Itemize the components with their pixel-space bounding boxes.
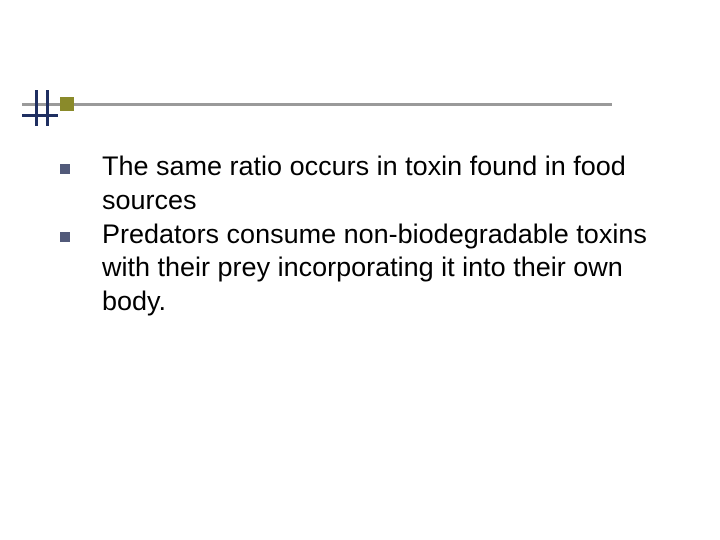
bullet-square-icon — [60, 164, 70, 174]
bullet-item: Predators consume non-biodegradable toxi… — [60, 218, 660, 319]
slide-body: The same ratio occurs in toxin found in … — [60, 150, 660, 319]
bullet-text: The same ratio occurs in toxin found in … — [102, 150, 660, 218]
bullet-item: The same ratio occurs in toxin found in … — [60, 150, 660, 218]
header-vertical-line-1 — [35, 90, 38, 126]
slide-header-decoration — [0, 0, 720, 120]
header-short-line — [22, 114, 58, 117]
header-long-line — [22, 103, 612, 106]
header-accent-square — [60, 97, 74, 111]
bullet-square-icon — [60, 232, 70, 242]
header-vertical-line-2 — [46, 90, 49, 126]
bullet-text: Predators consume non-biodegradable toxi… — [102, 218, 660, 319]
